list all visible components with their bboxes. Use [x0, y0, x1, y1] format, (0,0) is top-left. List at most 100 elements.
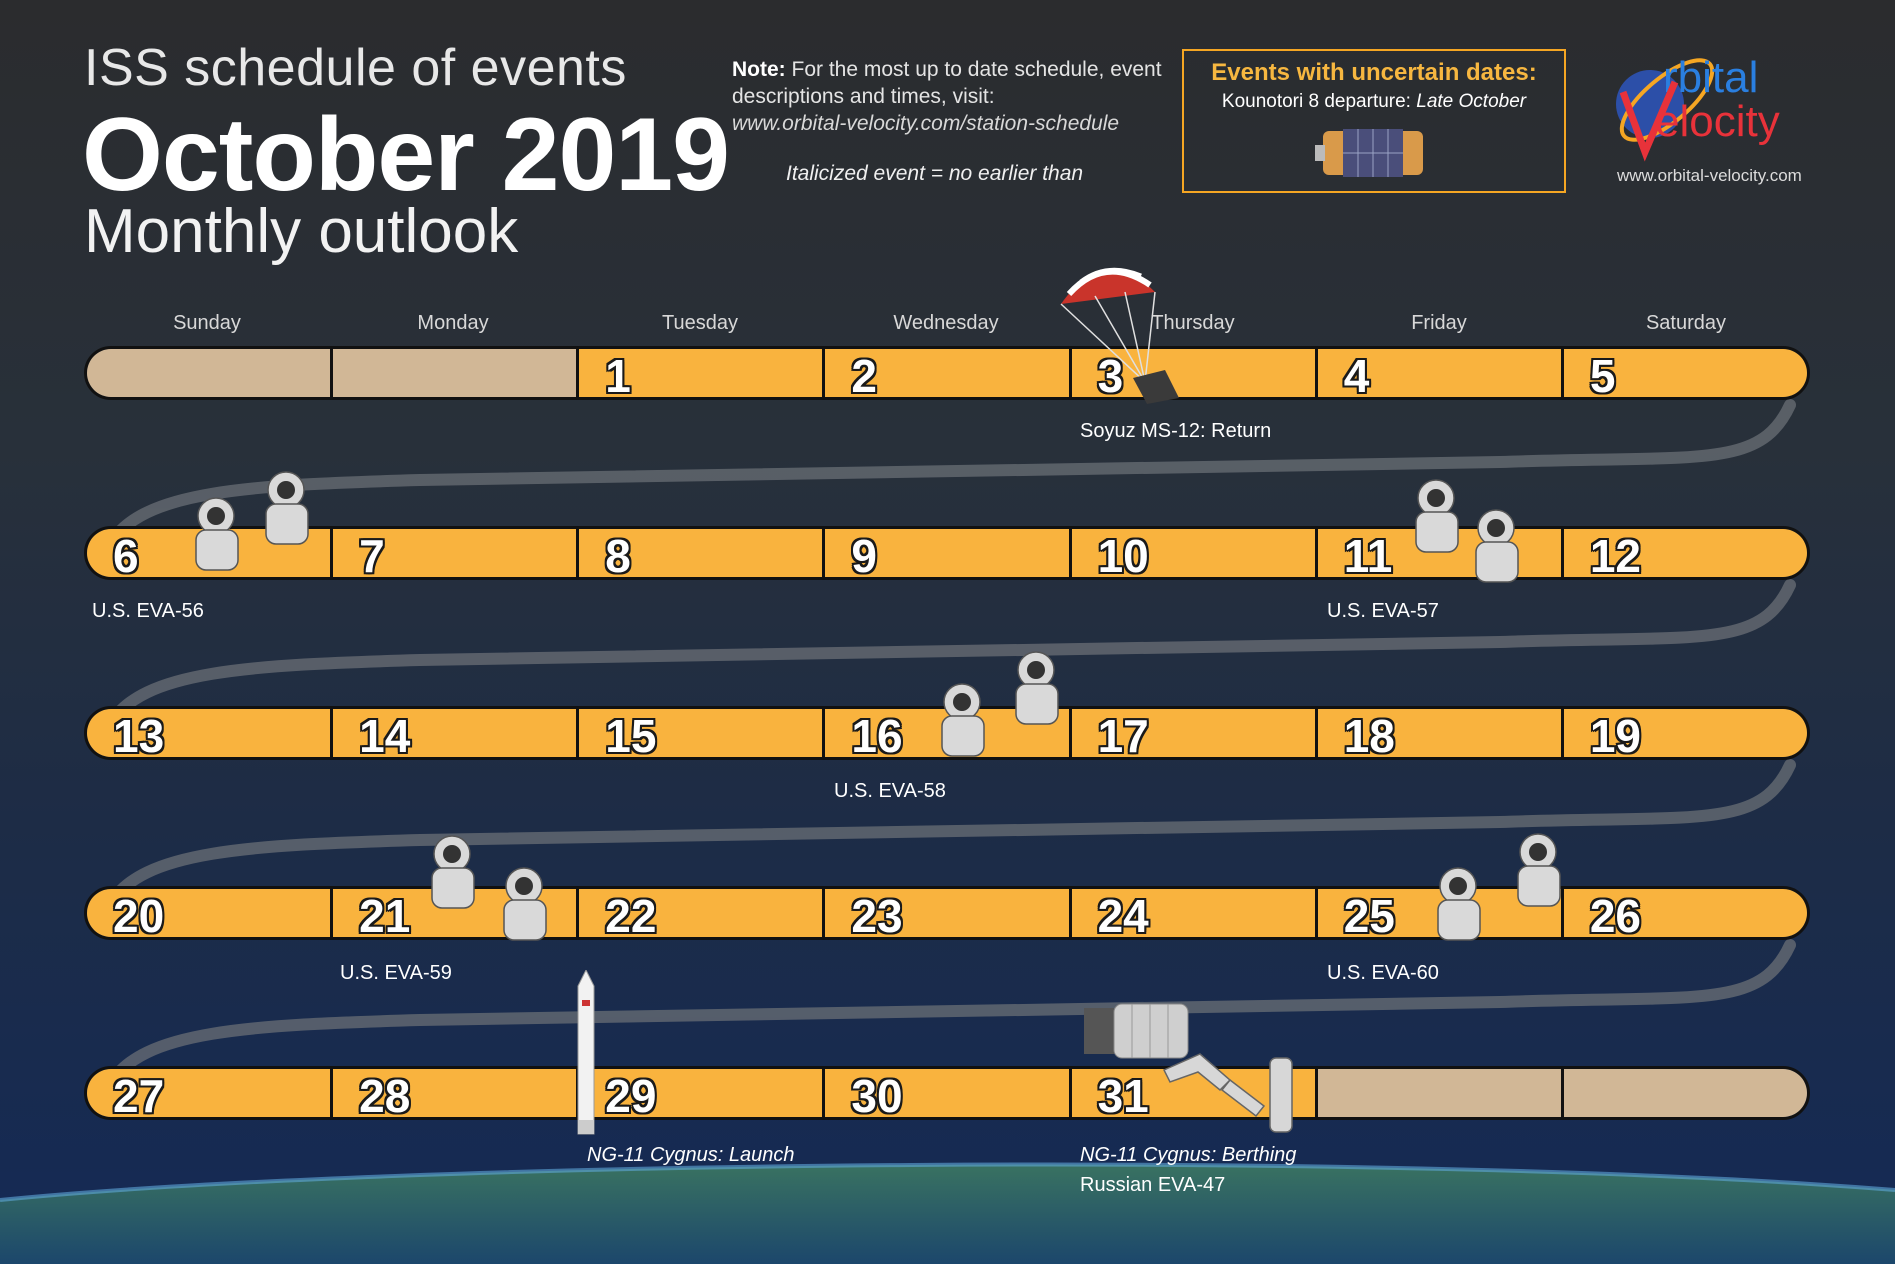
astronauts-icon — [195, 471, 309, 571]
event-eva-56: U.S. EVA-56 — [92, 600, 204, 622]
day-number: 18 — [1343, 710, 1395, 760]
weekday-sunday: Sunday — [173, 312, 241, 334]
day-number: 30 — [851, 1070, 903, 1120]
day-cell[interactable]: 8 — [579, 529, 826, 580]
event-soyuz-return: Soyuz MS-12: Return — [1080, 420, 1272, 442]
day-number: 21 — [359, 890, 411, 940]
weekday-saturday: Saturday — [1645, 312, 1727, 334]
day-cell[interactable]: 26 — [1563, 889, 1807, 940]
day-number: 11 — [1343, 530, 1393, 580]
day-number: 7 — [359, 530, 385, 580]
day-number: 8 — [605, 530, 631, 580]
logo-word1: rbital — [1663, 53, 1758, 102]
week-row-5: 27 28 29 30 31 — [84, 1066, 1810, 1120]
day-cell[interactable]: 1 — [579, 349, 826, 400]
weekday-friday: Friday — [1411, 312, 1467, 334]
uncertain-dates-box: Events with uncertain dates: Kounotori 8… — [1182, 49, 1566, 193]
day-cell[interactable]: 22 — [579, 889, 826, 940]
event-russian-eva-47: Russian EVA-47 — [1080, 1174, 1226, 1196]
day-number: 22 — [605, 890, 657, 940]
day-number: 25 — [1343, 890, 1395, 940]
day-number: 12 — [1589, 530, 1642, 580]
day-cell-empty — [87, 349, 334, 397]
day-cell[interactable]: 9 — [825, 529, 1072, 580]
astronauts-icon — [431, 835, 547, 941]
day-cell[interactable]: 24 — [1071, 889, 1318, 940]
day-cell-empty — [333, 349, 580, 397]
day-cell[interactable]: 2 — [825, 349, 1072, 400]
day-cell[interactable]: 12 — [1563, 529, 1807, 580]
day-number: 6 — [113, 530, 139, 580]
event-ng11-launch: NG-11 Cygnus: Launch — [587, 1144, 795, 1166]
cygnus-spacecraft-icon — [1084, 1003, 1189, 1059]
day-cell[interactable]: 7 — [333, 529, 580, 580]
title-small: ISS schedule of events — [84, 39, 627, 97]
day-cell-empty — [1563, 1069, 1807, 1117]
day-number: 13 — [113, 710, 165, 760]
day-cell[interactable]: 11 — [1317, 529, 1564, 580]
day-number: 5 — [1589, 350, 1616, 400]
day-number: 2 — [851, 350, 878, 400]
day-cell[interactable]: 4 — [1317, 349, 1564, 397]
day-cell[interactable]: 27 — [87, 1069, 334, 1117]
day-cell[interactable]: 14 — [333, 709, 580, 760]
day-number: 14 — [359, 710, 411, 760]
day-number: 19 — [1589, 710, 1642, 760]
day-number: 26 — [1589, 890, 1642, 940]
astronauts-icon — [1415, 479, 1519, 583]
day-number: 1 — [605, 350, 631, 400]
note-url[interactable]: www.orbital-velocity.com/station-schedul… — [732, 112, 1120, 135]
weekday-monday: Monday — [417, 312, 489, 334]
antares-rocket-icon — [577, 970, 595, 1135]
robotic-arm-icon — [1162, 1053, 1293, 1133]
day-cell-empty — [1317, 1069, 1564, 1117]
day-number: 16 — [851, 710, 903, 760]
event-eva-59: U.S. EVA-59 — [340, 962, 452, 984]
italic-legend: Italicized event = no earlier than — [786, 162, 1084, 185]
uncertain-title: Events with uncertain dates: — [1211, 59, 1537, 86]
logo-word2: elocity — [1655, 97, 1780, 146]
day-number: 20 — [113, 890, 165, 940]
week-row-1: 1 2 3 4 5 — [84, 346, 1810, 400]
day-cell[interactable]: 28 — [333, 1069, 580, 1120]
day-cell[interactable]: 29 — [579, 1069, 826, 1117]
day-cell[interactable]: 3 — [1071, 349, 1318, 397]
earth-horizon — [0, 1164, 1895, 1264]
logo-mark-icon: rbital elocity — [1616, 53, 1780, 162]
day-number: 17 — [1097, 710, 1149, 760]
note-label: Note: — [732, 58, 786, 81]
weekday-thursday: Thursday — [1151, 312, 1235, 334]
day-cell[interactable]: 17 — [1071, 709, 1318, 760]
uncertain-item: Kounotori 8 departure: Late October — [1184, 91, 1564, 113]
soyuz-parachute-icon — [1060, 267, 1179, 404]
orbital-velocity-logo: rbital elocity — [1605, 52, 1805, 202]
day-cell[interactable]: 5 — [1563, 349, 1807, 400]
event-eva-60: U.S. EVA-60 — [1327, 962, 1439, 984]
day-cell[interactable]: 10 — [1071, 529, 1318, 580]
day-cell[interactable]: 13 — [87, 709, 334, 760]
day-number: 10 — [1097, 530, 1149, 580]
weekday-wednesday: Wednesday — [893, 312, 999, 334]
day-number: 9 — [851, 530, 878, 580]
logo-url[interactable]: www.orbital-velocity.com — [1617, 166, 1802, 185]
day-number: 24 — [1097, 890, 1149, 940]
event-ng11-berthing: NG-11 Cygnus: Berthing — [1080, 1144, 1297, 1166]
astronauts-icon — [941, 651, 1059, 757]
day-cell[interactable]: 30 — [825, 1069, 1072, 1120]
day-cell[interactable]: 23 — [825, 889, 1072, 940]
uncertain-item-name: Kounotori 8 departure: — [1221, 91, 1411, 112]
note-block: Note: For the most up to date schedule, … — [732, 56, 1162, 137]
day-number: 23 — [851, 890, 903, 940]
day-cell[interactable]: 15 — [579, 709, 826, 757]
event-eva-57: U.S. EVA-57 — [1327, 600, 1439, 622]
astronauts-icon — [1437, 833, 1561, 941]
day-cell[interactable]: 20 — [87, 889, 334, 940]
week-connector-ribbons — [104, 399, 1796, 1091]
day-cell[interactable]: 19 — [1563, 709, 1807, 760]
uncertain-item-date: Late October — [1416, 91, 1527, 112]
day-number: 31 — [1097, 1070, 1149, 1120]
day-cell[interactable]: 18 — [1317, 709, 1564, 760]
subtitle: Monthly outlook — [84, 197, 519, 266]
day-number: 28 — [359, 1070, 411, 1120]
